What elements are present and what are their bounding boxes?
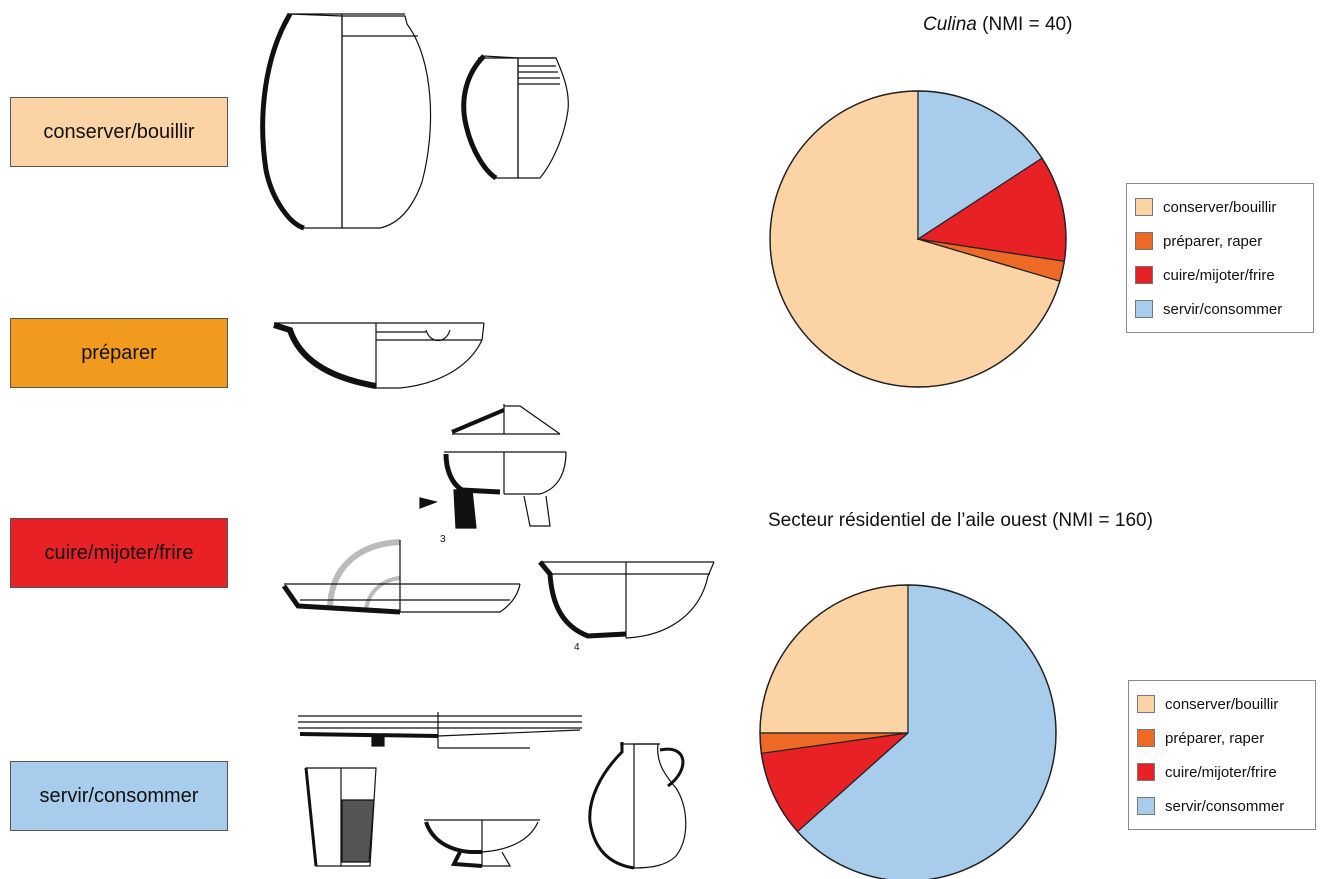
small-jar-drawing: [461, 54, 569, 181]
legend-0-label-conserver: conserver/bouillir: [1163, 198, 1277, 216]
legend-1-label-preparer: préparer, raper: [1165, 729, 1265, 747]
chart-title-secteur-rest: Secteur résidentiel de l’aile ouest (NMI…: [768, 510, 1153, 531]
figure-number-3: 3: [440, 534, 446, 545]
legend-secteur: conserver/bouillir préparer, raper cuire/m…: [1128, 680, 1316, 830]
legend-0-swatch-preparer: [1135, 232, 1153, 250]
chart-title-culina-rest: (NMI = 40): [976, 14, 1073, 35]
category-box-conserver: conserver/bouillir: [10, 97, 228, 167]
legend-0-swatch-conserver: [1135, 198, 1153, 216]
pie-1-outline: [759, 584, 1057, 879]
legend-1-item-cuire: cuire/mijoter/frire: [1137, 755, 1307, 789]
cooking-bowl-drawing: [538, 560, 715, 639]
legend-1-swatch-servir: [1137, 797, 1155, 815]
legend-0-item-servir: servir/consommer: [1135, 292, 1305, 326]
chart-title-secteur: Secteur résidentiel de l’aile ouest (NMI…: [768, 510, 1153, 532]
chart-title-culina-italic: Culina: [923, 14, 977, 35]
pie-0-outline: [769, 90, 1067, 388]
tripod-pot-drawing: [419, 451, 567, 529]
pottery-drawings: 3 4: [260, 12, 715, 870]
plate-drawing: [298, 712, 582, 749]
beaker-drawing: [304, 767, 377, 867]
mortarium-drawing: [273, 322, 485, 389]
category-box-cuire: cuire/mijoter/frire: [10, 518, 228, 588]
lid-drawing: [451, 404, 561, 435]
legend-culina: conserver/bouillir préparer, raper cuire/m…: [1126, 183, 1314, 333]
legend-0-item-cuire: cuire/mijoter/frire: [1135, 258, 1305, 292]
legend-0-label-cuire: cuire/mijoter/frire: [1163, 266, 1275, 284]
category-box-servir: servir/consommer: [10, 761, 228, 831]
figure-number-4: 4: [574, 642, 580, 653]
legend-0-label-preparer: préparer, raper: [1163, 232, 1263, 250]
legend-1-item-conserver: conserver/bouillir: [1137, 687, 1307, 721]
legend-0-item-conserver: conserver/bouillir: [1135, 190, 1305, 224]
legend-1-swatch-preparer: [1137, 729, 1155, 747]
legend-1-label-cuire: cuire/mijoter/frire: [1165, 763, 1277, 781]
legend-1-swatch-cuire: [1137, 763, 1155, 781]
footed-bowl-drawing: [424, 819, 540, 868]
legend-1-item-preparer: préparer, raper: [1137, 721, 1307, 755]
category-box-preparer: préparer: [10, 318, 228, 388]
legend-0-swatch-cuire: [1135, 266, 1153, 284]
legend-1-item-servir: servir/consommer: [1137, 789, 1307, 823]
legend-1-label-servir: servir/consommer: [1165, 797, 1285, 815]
legend-0-swatch-servir: [1135, 300, 1153, 318]
legend-1-label-conserver: conserver/bouillir: [1165, 695, 1279, 713]
large-jar-drawing: [260, 12, 432, 231]
legend-0-item-preparer: préparer, raper: [1135, 224, 1305, 258]
pie-1-slice-conserver: [759, 584, 909, 734]
legend-0-label-servir: servir/consommer: [1163, 300, 1283, 318]
patina-drawing: [281, 539, 521, 615]
legend-1-swatch-conserver: [1137, 695, 1155, 713]
jug-drawing: [588, 742, 687, 870]
chart-title-culina: Culina (NMI = 40): [923, 14, 1072, 36]
